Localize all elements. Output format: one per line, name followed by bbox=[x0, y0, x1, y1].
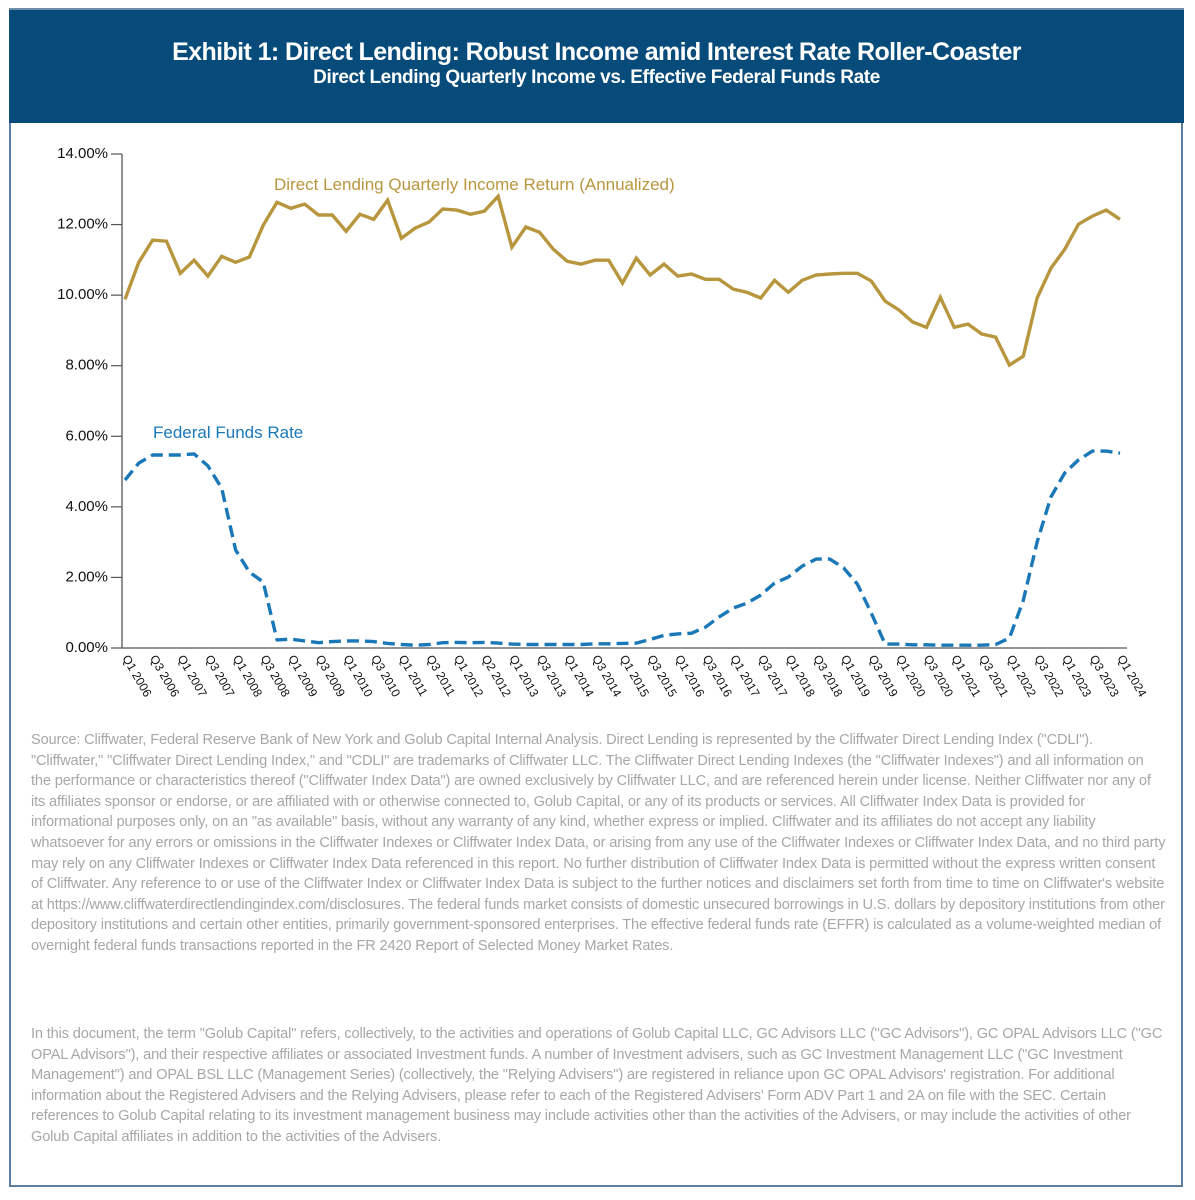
source-footnote: Source: Cliffwater, Federal Reserve Bank… bbox=[31, 732, 1166, 954]
direct-lending-series-label: Direct Lending Quarterly Income Return (… bbox=[274, 175, 675, 194]
y-tick-label: 8.00% bbox=[65, 357, 108, 374]
y-tick-label: 14.00% bbox=[57, 145, 108, 162]
y-tick-label: 10.00% bbox=[57, 286, 108, 303]
y-tick-label: 6.00% bbox=[65, 427, 108, 444]
fed-funds-line bbox=[123, 449, 1121, 647]
exhibit-title: Exhibit 1: Direct Lending: Robust Income… bbox=[172, 38, 1021, 66]
exhibit-header: Exhibit 1: Direct Lending: Robust Income… bbox=[9, 8, 1184, 123]
line-chart: 0.00% 2.00% 4.00% 6.00% 8.00% 10.00% 12.00% 14.… bbox=[57, 145, 1150, 700]
fed-funds-series-label: Federal Funds Rate bbox=[153, 423, 303, 442]
disclosure-footnote: In this document, the term "Golub Capita… bbox=[31, 1026, 1163, 1145]
exhibit-frame bbox=[9, 8, 1183, 1187]
direct-lending-line bbox=[123, 192, 1121, 368]
y-axis: 0.00% 2.00% 4.00% 6.00% 8.00% 10.00% 12.00% 14.… bbox=[57, 145, 123, 656]
y-tick-label: 0.00% bbox=[65, 639, 108, 656]
series-layer bbox=[123, 192, 1121, 647]
y-tick-label: 4.00% bbox=[65, 498, 108, 515]
exhibit-subtitle: Direct Lending Quarterly Income vs. Effe… bbox=[313, 67, 880, 88]
y-tick-label: 2.00% bbox=[65, 568, 108, 585]
y-tick-label: 12.00% bbox=[57, 216, 108, 233]
